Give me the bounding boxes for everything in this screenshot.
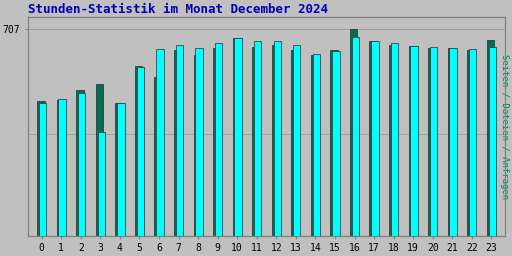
Bar	[389, 45, 396, 236]
Bar	[98, 132, 105, 236]
Bar	[156, 49, 164, 236]
Bar	[487, 40, 494, 236]
Bar	[293, 45, 301, 236]
Bar	[117, 103, 124, 236]
Bar	[155, 77, 162, 236]
Bar	[371, 41, 379, 236]
Bar	[350, 29, 357, 236]
Bar	[410, 46, 418, 236]
Y-axis label: Seiten / Dateien / Anfragen: Seiten / Dateien / Anfragen	[500, 54, 509, 199]
Bar	[330, 50, 338, 236]
Bar	[137, 67, 144, 236]
Bar	[430, 47, 437, 236]
Bar	[174, 50, 181, 236]
Bar	[39, 103, 46, 236]
Bar	[78, 93, 86, 236]
Text: Stunden-Statistik im Monat December 2024: Stunden-Statistik im Monat December 2024	[28, 3, 328, 16]
Bar	[176, 45, 183, 236]
Bar	[291, 50, 298, 236]
Bar	[58, 99, 66, 236]
Bar	[313, 54, 320, 236]
Bar	[96, 84, 103, 236]
Bar	[409, 46, 416, 236]
Bar	[272, 45, 279, 236]
Bar	[469, 49, 477, 236]
Bar	[57, 100, 64, 236]
Bar	[194, 56, 201, 236]
Bar	[447, 48, 455, 236]
Bar	[311, 56, 318, 236]
Bar	[215, 43, 222, 236]
Bar	[135, 66, 142, 236]
Bar	[488, 47, 496, 236]
Bar	[428, 48, 436, 236]
Bar	[273, 41, 281, 236]
Bar	[391, 43, 398, 236]
Bar	[370, 41, 377, 236]
Bar	[467, 50, 475, 236]
Bar	[252, 47, 260, 236]
Bar	[254, 41, 262, 236]
Bar	[37, 101, 45, 236]
Bar	[115, 103, 123, 236]
Bar	[450, 48, 457, 236]
Bar	[213, 48, 221, 236]
Bar	[76, 90, 83, 236]
Bar	[352, 37, 359, 236]
Bar	[195, 48, 203, 236]
Bar	[232, 38, 240, 236]
Bar	[332, 51, 339, 236]
Bar	[234, 38, 242, 236]
